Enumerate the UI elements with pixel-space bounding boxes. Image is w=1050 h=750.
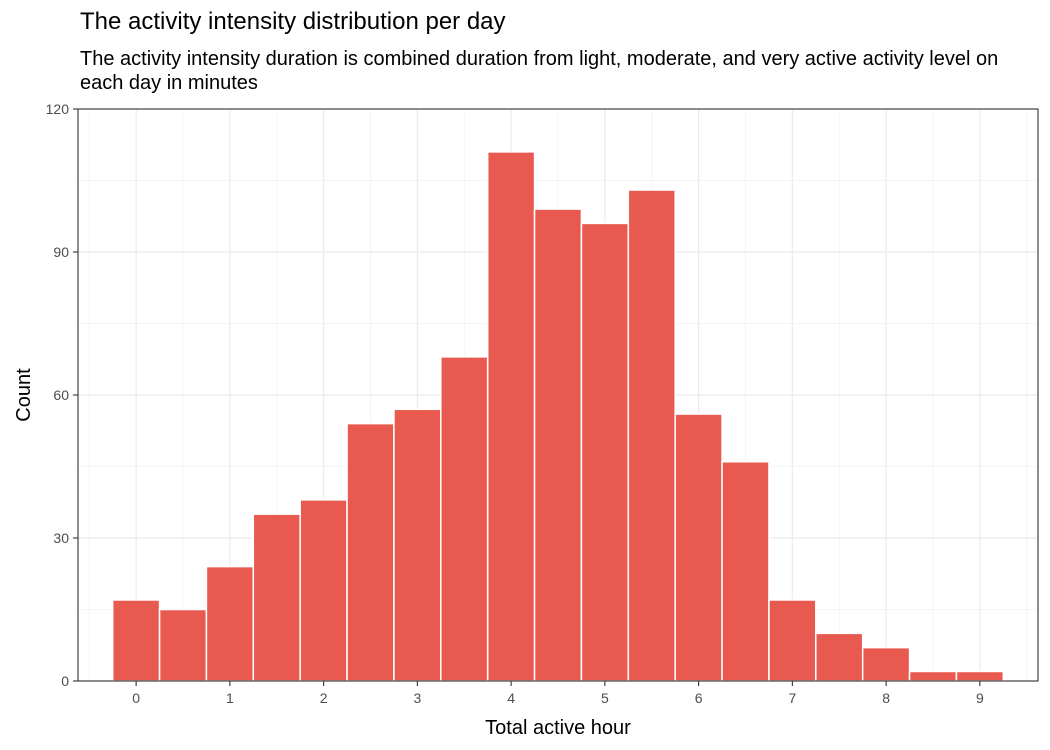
x-tick-label: 7 <box>788 690 796 706</box>
x-tick-label: 4 <box>507 690 515 706</box>
histogram-bar <box>440 356 489 682</box>
y-tick-label: 90 <box>53 244 69 260</box>
y-axis-title: Count <box>13 368 35 422</box>
x-axis-title: Total active hour <box>485 717 631 739</box>
x-tick-label: 1 <box>226 690 234 706</box>
histogram-bar <box>299 499 348 682</box>
y-tick-label: 120 <box>46 101 70 117</box>
histogram-bar <box>580 222 630 682</box>
bars <box>111 151 1005 682</box>
histogram-bar <box>908 670 958 682</box>
histogram-bar <box>486 151 536 682</box>
histogram-bar <box>205 565 255 682</box>
y-tick-label: 0 <box>61 673 69 689</box>
histogram-bar <box>111 599 161 682</box>
histogram-bar <box>252 513 301 682</box>
histogram-bar <box>768 599 817 682</box>
histogram-bar <box>158 608 208 682</box>
histogram-bar <box>861 646 911 682</box>
histogram-bar <box>627 189 676 682</box>
x-tick-label: 8 <box>882 690 890 706</box>
x-tick-label: 3 <box>413 690 421 706</box>
histogram-bar <box>393 408 442 682</box>
histogram-bar <box>346 422 395 682</box>
y-tick-label: 30 <box>53 530 69 546</box>
chart-title: The activity intensity distribution per … <box>80 8 506 35</box>
x-tick-label: 5 <box>601 690 609 706</box>
x-tick-label: 2 <box>320 690 328 706</box>
histogram-bar <box>721 460 770 682</box>
chart-subtitle: The activity intensity duration is combi… <box>80 48 999 94</box>
histogram-bar <box>815 632 864 682</box>
y-tick-label: 60 <box>53 387 69 403</box>
x-tick-label: 9 <box>976 690 984 706</box>
x-tick-label: 6 <box>695 690 703 706</box>
x-tick-label: 0 <box>132 690 140 706</box>
histogram-bar <box>955 670 1005 682</box>
histogram-bar <box>674 413 723 682</box>
histogram-bar <box>533 208 583 682</box>
